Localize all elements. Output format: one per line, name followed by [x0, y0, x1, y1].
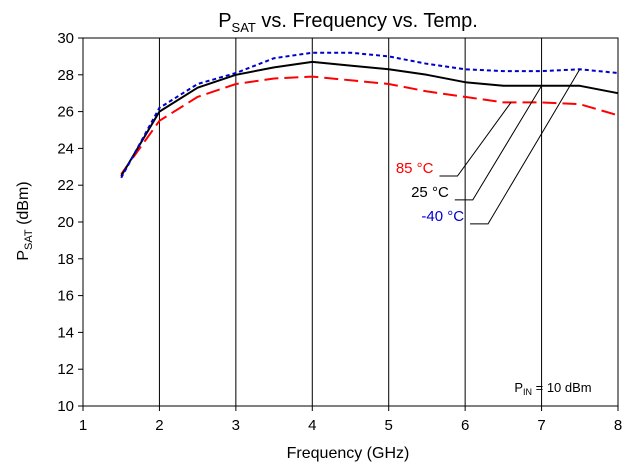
y-tick-labels: 10 12 14 16 18 20 22 24 26 28 30	[57, 30, 74, 415]
axis-ticks	[78, 37, 619, 411]
x-tick-labels: 1 2 3 4 5 6 7 8	[79, 417, 622, 434]
y-tick-label: 28	[57, 67, 74, 84]
y-tick-label: 30	[57, 30, 74, 47]
pin-annotation: PIN = 10 dBm	[514, 380, 591, 397]
x-tick-label: 5	[385, 417, 393, 434]
series-lines	[120, 51, 619, 179]
y-tick-label: 20	[57, 214, 74, 231]
y-axis-label: PSAT (dBm)	[15, 181, 35, 260]
x-tick-label: 7	[537, 417, 545, 434]
series-line-85-C	[120, 75, 619, 175]
x-tick-label: 1	[79, 417, 87, 434]
series-line-25-C	[120, 60, 619, 177]
x-tick-label: 3	[232, 417, 240, 434]
y-tick-label: 10	[57, 398, 74, 415]
y-tick-label: 14	[57, 324, 74, 341]
legend-leader-line	[454, 85, 542, 201]
x-tick-label: 4	[308, 417, 316, 434]
legend-callouts: 85 °C 25 °C -40 °C	[396, 69, 581, 225]
y-tick-label: 22	[57, 177, 74, 194]
y-tick-label: 16	[57, 288, 74, 305]
chart-title: PSAT vs. Frequency vs. Temp.	[218, 10, 478, 35]
legend-label: 25 °C	[411, 184, 449, 201]
legend-leader-line	[439, 102, 512, 177]
x-tick-label: 6	[461, 417, 469, 434]
x-axis-label: Frequency (GHz)	[287, 445, 410, 462]
x-tick-label: 2	[155, 417, 163, 434]
legend-label: -40 °C	[421, 208, 464, 225]
y-tick-label: 24	[57, 140, 74, 157]
y-tick-label: 12	[57, 361, 74, 378]
series-line-40-C	[120, 51, 619, 179]
gridlines	[158, 38, 543, 406]
legend-leader-line	[470, 69, 581, 225]
x-tick-label: 8	[614, 417, 622, 434]
legend-label: 85 °C	[396, 160, 434, 177]
y-tick-label: 26	[57, 104, 74, 121]
y-tick-label: 18	[57, 251, 74, 268]
